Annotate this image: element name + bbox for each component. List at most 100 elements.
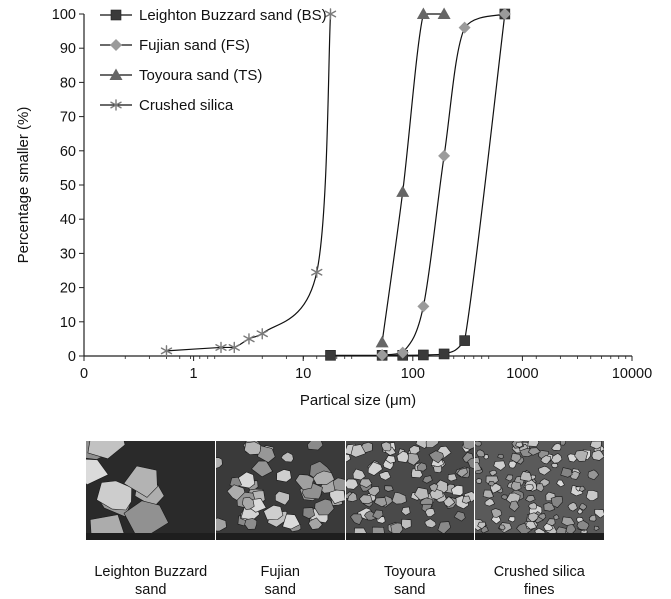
sand-grain <box>243 441 261 456</box>
sand-grain <box>429 483 438 492</box>
sand-grain <box>510 452 522 464</box>
sand-grain <box>461 495 471 504</box>
data-point <box>376 348 389 361</box>
legend-label: Toyoura sand (TS) <box>139 67 262 84</box>
micrograph-info-bar <box>86 533 215 540</box>
data-point <box>458 21 471 34</box>
sand-grain <box>428 450 444 464</box>
caption-line-1: Leighton Buzzard <box>94 564 208 580</box>
data-point <box>498 8 511 20</box>
sand-grain <box>453 510 466 522</box>
series-asterisk <box>160 8 337 357</box>
y-tick-label: 70 <box>60 110 76 126</box>
sand-grain <box>590 441 603 450</box>
sand-grain <box>511 481 522 492</box>
caption-leighton-buzzard: Leighton Buzzard sand <box>86 563 216 599</box>
series-line <box>381 13 445 343</box>
x-tick-label: 0 <box>80 366 88 382</box>
sand-grain <box>553 514 560 520</box>
sand-grain <box>485 498 496 507</box>
data-point <box>325 350 336 361</box>
micrograph-info-bar <box>345 533 475 540</box>
caption-line-1: Crushed silica <box>493 564 585 580</box>
sand-grain <box>525 520 538 530</box>
sand-grain <box>442 496 455 508</box>
series-layer <box>160 7 511 361</box>
sand-grain <box>400 518 412 530</box>
sand-grain <box>497 453 505 460</box>
legend-label: Fujian sand (FS) <box>139 37 250 54</box>
caption-line-1: Fujian <box>260 564 301 580</box>
sand-grain <box>415 441 428 449</box>
sand-grain <box>574 450 589 462</box>
data-point <box>438 149 451 162</box>
sand-grain <box>525 495 536 503</box>
sand-grain <box>508 516 516 523</box>
sand-grain <box>425 441 439 448</box>
sand-grain <box>215 517 227 532</box>
sand-grain <box>276 469 292 483</box>
sand-grain <box>396 450 410 463</box>
legend: Leighton Buzzard sand (BS) Fujian sand (F… <box>100 7 327 114</box>
micrograph-info-bar <box>475 533 604 540</box>
y-tick-label: 60 <box>60 144 76 160</box>
sand-grain <box>450 484 463 496</box>
legend-marker <box>110 99 122 111</box>
series-line <box>330 13 506 356</box>
data-point <box>311 266 323 278</box>
sand-grain <box>475 441 482 447</box>
sand-grain <box>407 452 420 466</box>
sand-grain <box>226 484 245 501</box>
sand-grain <box>579 485 586 492</box>
sand-grain <box>476 449 486 458</box>
sand-grain <box>594 508 604 519</box>
micrograph-info-bar <box>215 533 345 540</box>
sand-grain <box>274 490 290 506</box>
micrograph-toyoura <box>345 441 475 540</box>
caption-toyoura: Toyoura sand <box>345 563 475 599</box>
caption-crushed-silica: Crushed silica fines <box>475 563 605 599</box>
series-line <box>382 13 506 356</box>
sand-grain <box>306 441 323 451</box>
sand-grain <box>489 470 498 477</box>
sand-grain <box>490 483 502 494</box>
caption-fujian: Fujian sand <box>216 563 346 599</box>
sand-grain <box>312 470 335 485</box>
sand-grain <box>466 457 475 470</box>
x-tick-label: 1 <box>190 366 198 382</box>
sand-grain <box>475 462 483 472</box>
y-tick-label: 20 <box>60 281 76 297</box>
sand-grain <box>475 478 483 484</box>
sand-grain <box>384 455 396 464</box>
data-point <box>375 335 389 348</box>
data-point <box>160 345 173 357</box>
sand-grain <box>416 462 427 472</box>
sand-grain <box>241 496 255 510</box>
sand-grain <box>543 522 554 532</box>
sand-grain <box>391 491 407 505</box>
sand-grain <box>527 441 540 447</box>
y-tick-label: 80 <box>60 75 76 91</box>
legend-marker <box>110 39 122 51</box>
micrograph-strip <box>86 441 604 540</box>
sand-grain <box>358 478 372 488</box>
sand-grain <box>215 457 223 469</box>
sand-grain <box>577 508 584 515</box>
sand-grain <box>576 520 590 531</box>
sand-grain <box>352 468 366 481</box>
data-point <box>256 328 268 340</box>
sand-grain <box>456 467 468 478</box>
sand-grain <box>515 441 524 448</box>
sand-grain <box>281 513 301 530</box>
sand-grain <box>586 490 599 501</box>
data-point <box>417 300 430 313</box>
y-tick-label: 90 <box>60 41 76 57</box>
data-point <box>396 185 410 197</box>
sand-grain <box>578 502 587 511</box>
data-point <box>324 8 337 20</box>
data-point <box>418 349 429 361</box>
sand-grain <box>505 474 514 482</box>
sand-grain <box>378 471 391 481</box>
